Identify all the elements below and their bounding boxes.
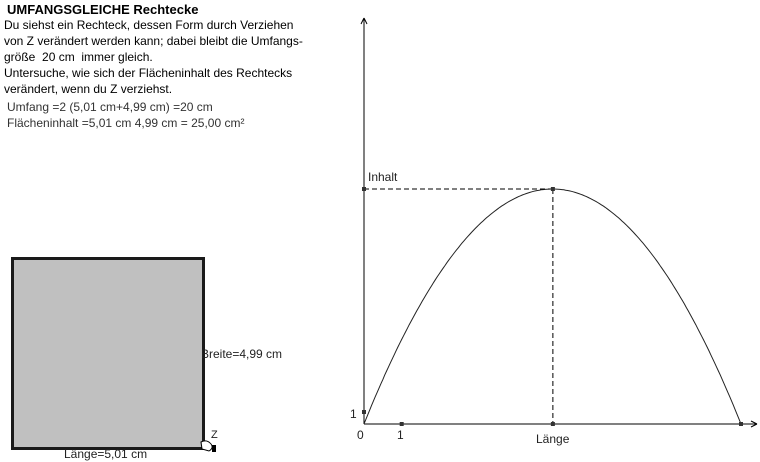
rectangle [11,257,205,450]
task-description: Du siehst ein Rechteck, dessen Form durc… [4,18,303,96]
y-axis-arrow-icon [360,17,368,25]
y-unit-tick [362,410,366,414]
x-axis-marker [550,422,555,426]
page-title: UMFANGSGLEICHE Rechtecke [7,2,199,17]
perimeter-readout: Umfang =2 (5,01 cm+4,99 cm) =20 cm [7,100,213,114]
hand-cursor-icon[interactable] [200,440,213,452]
drag-handle-z[interactable] [200,440,216,452]
x-unit-tick [399,422,404,426]
x-axis-arrow-icon [750,420,758,428]
hand-cursor-cuff [212,445,216,452]
y-axis-label: Inhalt [368,170,398,184]
area-readout: Flächeninhalt =5,01 cm 4,99 cm = 25,00 c… [7,116,245,130]
y-tick-label: 1 [350,407,357,421]
x-axis-label: Länge [536,432,570,446]
width-label: Breite=4,99 cm [201,347,283,361]
x-end-point [739,422,743,426]
x-tick-label: 1 [397,428,404,442]
origin-label: 0 [357,428,364,442]
point-z-label: Z [211,429,218,441]
length-label: Länge=5,01 cm [64,447,148,461]
y-axis-marker [362,187,366,191]
current-point[interactable] [550,187,555,191]
